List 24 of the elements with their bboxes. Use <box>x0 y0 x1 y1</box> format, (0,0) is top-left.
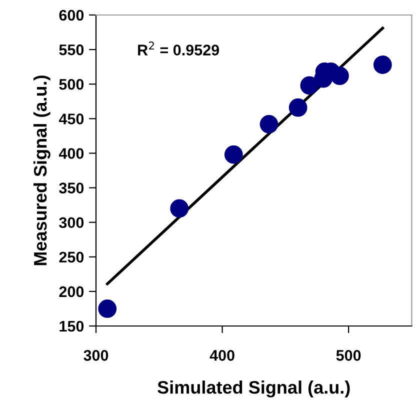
point <box>373 56 392 74</box>
y-tick-label: 550 <box>59 44 84 56</box>
point <box>330 66 349 86</box>
point <box>300 76 319 95</box>
annotation: R$^{2}$ = 0.9529 <box>138 42 220 56</box>
y-tick-label: 500 <box>59 78 84 90</box>
y-tick-label: 200 <box>59 286 84 298</box>
y-tick-label: 250 <box>59 252 84 263</box>
y-tick-label: 400 <box>58 148 84 159</box>
point <box>288 98 308 117</box>
x-tick-label: 500 <box>336 350 361 361</box>
point <box>260 114 278 134</box>
point <box>170 199 189 218</box>
x-axis-title: Simulated Signal (a.u.) <box>158 380 350 398</box>
y-tick-label: 450 <box>58 114 84 124</box>
x-tick-label: 300 <box>84 350 108 361</box>
y-tick-label: 300 <box>59 217 84 228</box>
x-tick-label: 400 <box>210 350 234 361</box>
point <box>224 145 243 164</box>
y-tick-label: 150 <box>60 320 84 332</box>
y-axis-title: Measured Signal (a.u.) <box>33 76 50 266</box>
y-tick-label: 600 <box>59 10 84 21</box>
y-tick-label: 350 <box>59 182 84 194</box>
point <box>98 300 117 318</box>
